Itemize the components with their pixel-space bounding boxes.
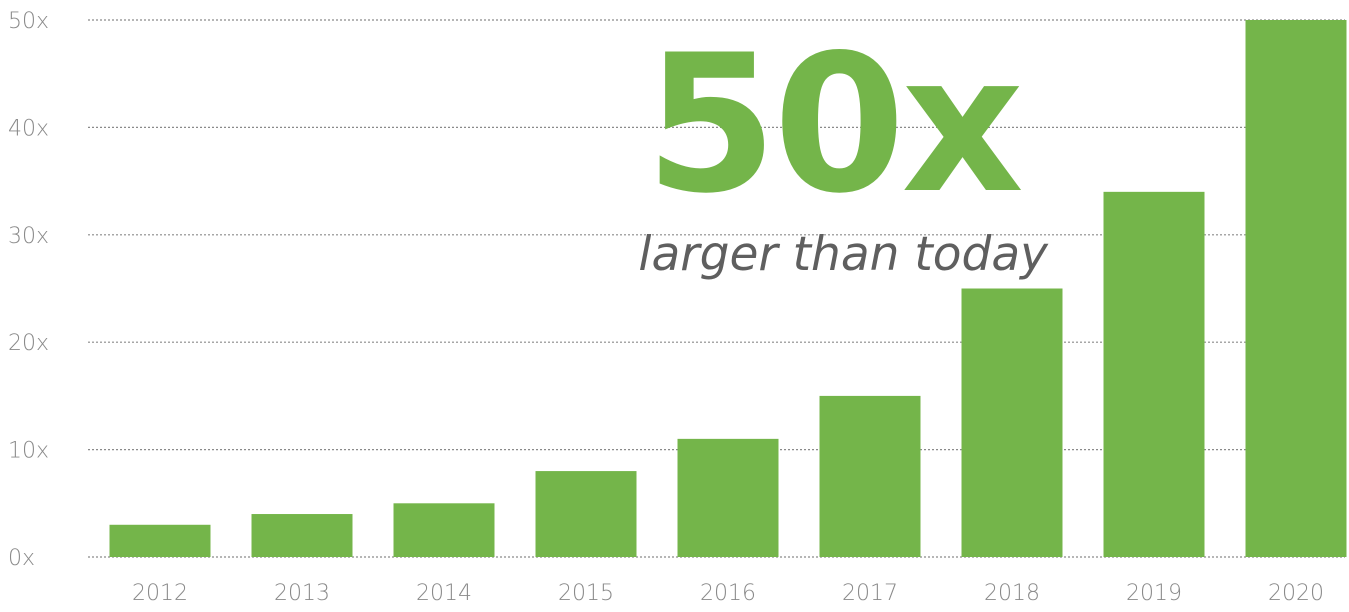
y-tick-label: 30x — [8, 224, 49, 249]
bar-2016 — [677, 438, 779, 557]
x-tick-label: 2013 — [274, 581, 330, 606]
x-axis-ticks: 2012 2013 2014 2015 2016 2017 2018 2019 2020 — [132, 581, 1324, 606]
bar-2017 — [819, 395, 921, 557]
y-tick-label: 0x — [8, 546, 35, 571]
x-tick-label: 2012 — [132, 581, 188, 606]
y-tick-label: 10x — [8, 439, 49, 464]
bars — [109, 20, 1347, 557]
x-tick-label: 2018 — [984, 581, 1040, 606]
subline-annotation: larger than today — [638, 227, 1049, 282]
y-tick-label: 40x — [8, 116, 49, 141]
bar-2018 — [961, 288, 1063, 557]
bar-2019 — [1103, 191, 1205, 557]
bar-2012 — [109, 524, 211, 557]
x-tick-label: 2017 — [842, 581, 898, 606]
bar-2014 — [393, 503, 495, 557]
x-tick-label: 2016 — [700, 581, 756, 606]
bar-2020 — [1245, 20, 1347, 557]
x-tick-label: 2014 — [416, 581, 472, 606]
annotation: 50x larger than today — [638, 14, 1049, 282]
x-tick-label: 2019 — [1126, 581, 1182, 606]
y-tick-label: 50x — [8, 9, 49, 34]
x-tick-label: 2015 — [558, 581, 614, 606]
bar-2013 — [251, 514, 353, 557]
y-tick-label: 20x — [8, 331, 49, 356]
y-axis-ticks: 0x 10x 20x 30x 40x 50x — [8, 9, 49, 571]
headline-annotation: 50x — [645, 14, 1021, 235]
x-tick-label: 2020 — [1268, 581, 1324, 606]
bar-2015 — [535, 471, 637, 557]
